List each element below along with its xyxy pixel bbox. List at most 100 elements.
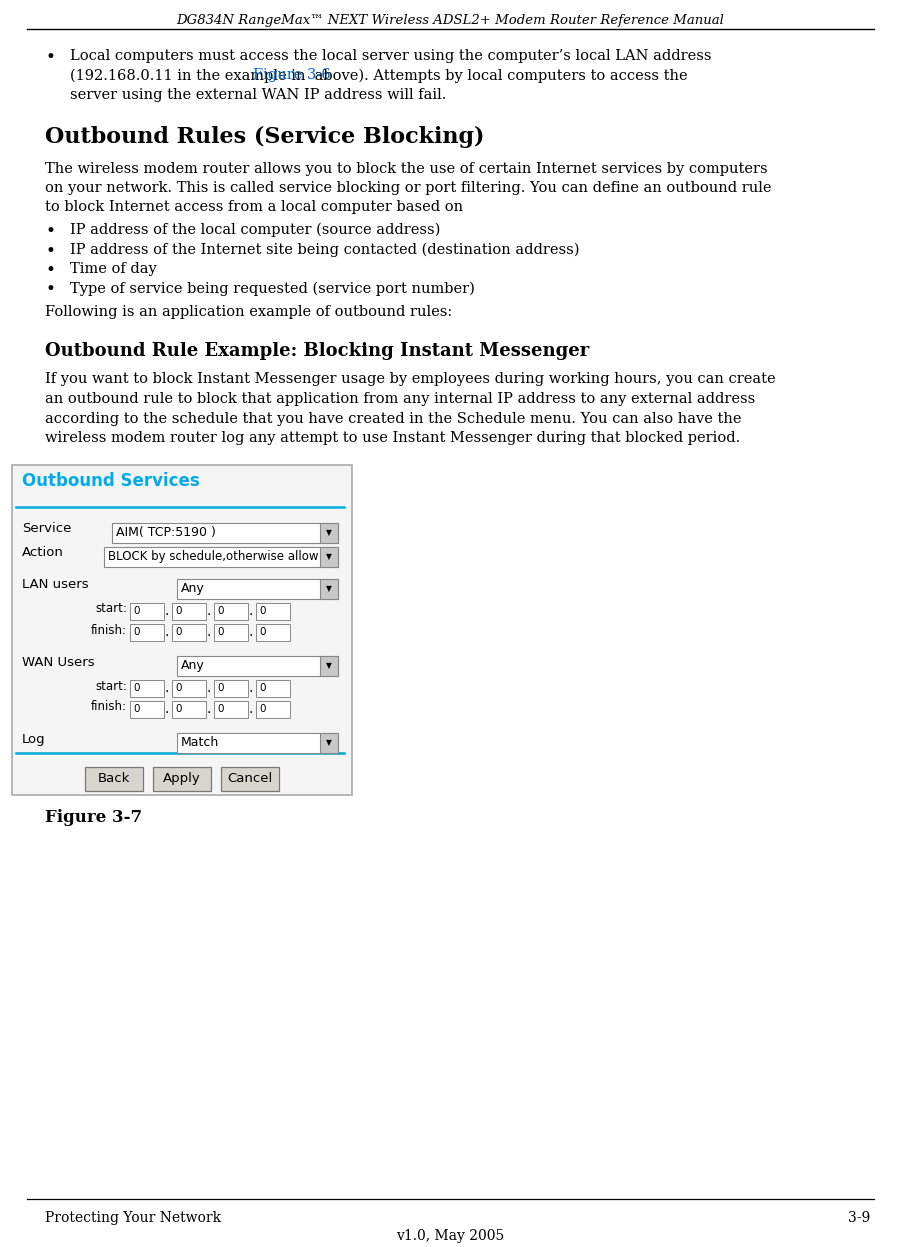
- Text: Outbound Rules (Service Blocking): Outbound Rules (Service Blocking): [45, 126, 485, 147]
- Bar: [214, 680, 248, 697]
- Text: Figure 3-7: Figure 3-7: [45, 808, 142, 826]
- Text: 0: 0: [133, 683, 140, 693]
- Text: .: .: [165, 702, 169, 716]
- Bar: [172, 680, 206, 697]
- Text: finish:: finish:: [91, 624, 127, 636]
- Text: .: .: [207, 625, 212, 638]
- Text: Outbound Rule Example: Blocking Instant Messenger: Outbound Rule Example: Blocking Instant …: [45, 343, 589, 360]
- Text: .: .: [249, 625, 253, 638]
- Bar: [320, 546, 338, 566]
- Text: Log: Log: [22, 732, 46, 746]
- Text: If you want to block Instant Messenger usage by employees during working hours, : If you want to block Instant Messenger u…: [45, 373, 776, 387]
- Text: .: .: [207, 681, 212, 695]
- Bar: [153, 767, 211, 791]
- Text: to block Internet access from a local computer based on: to block Internet access from a local co…: [45, 201, 463, 214]
- Text: •: •: [45, 282, 55, 298]
- Bar: [177, 656, 338, 676]
- Bar: [320, 522, 338, 542]
- Text: wireless modem router log any attempt to use Instant Messenger during that block: wireless modem router log any attempt to…: [45, 431, 741, 445]
- Text: IP address of the local computer (source address): IP address of the local computer (source…: [70, 223, 441, 237]
- Text: Figure 3-6: Figure 3-6: [253, 69, 331, 82]
- Text: AIM( TCP:5190 ): AIM( TCP:5190 ): [116, 526, 216, 539]
- Text: .: .: [207, 702, 212, 716]
- Text: Match: Match: [181, 736, 219, 749]
- Bar: [221, 767, 279, 791]
- Bar: [130, 624, 164, 641]
- Bar: [130, 680, 164, 697]
- Bar: [177, 732, 338, 752]
- Text: WAN Users: WAN Users: [22, 656, 95, 668]
- Text: start:: start:: [96, 680, 127, 692]
- Text: Time of day: Time of day: [70, 262, 157, 276]
- Text: ▼: ▼: [326, 584, 332, 594]
- Text: Apply: Apply: [163, 772, 201, 786]
- Text: (192.168.0.11 in the example in: (192.168.0.11 in the example in: [70, 69, 310, 82]
- Bar: [172, 701, 206, 717]
- Text: IP address of the Internet site being contacted (destination address): IP address of the Internet site being co…: [70, 242, 579, 257]
- Text: .: .: [207, 604, 212, 619]
- Text: ▼: ▼: [326, 527, 332, 537]
- Bar: [320, 656, 338, 676]
- Bar: [177, 579, 338, 599]
- Text: Local computers must access the local server using the computer’s local LAN addr: Local computers must access the local se…: [70, 49, 712, 64]
- Text: 0: 0: [175, 705, 181, 715]
- Bar: [320, 579, 338, 599]
- Bar: [12, 464, 352, 794]
- Text: Outbound Services: Outbound Services: [22, 473, 200, 490]
- Bar: [320, 732, 338, 752]
- Bar: [130, 701, 164, 717]
- Bar: [172, 624, 206, 641]
- Text: Any: Any: [181, 658, 205, 672]
- Bar: [214, 701, 248, 717]
- Text: above). Attempts by local computers to access the: above). Attempts by local computers to a…: [310, 69, 687, 82]
- Text: 0: 0: [259, 606, 266, 616]
- Text: .: .: [249, 604, 253, 619]
- Text: 0: 0: [175, 683, 181, 693]
- Text: .: .: [249, 681, 253, 695]
- Text: •: •: [45, 262, 55, 279]
- Text: .: .: [249, 702, 253, 716]
- Text: 0: 0: [259, 627, 266, 637]
- Text: 0: 0: [259, 705, 266, 715]
- Text: Following is an application example of outbound rules:: Following is an application example of o…: [45, 306, 452, 319]
- Text: LAN users: LAN users: [22, 579, 88, 591]
- Text: according to the schedule that you have created in the Schedule menu. You can al: according to the schedule that you have …: [45, 412, 742, 425]
- Text: ▼: ▼: [326, 552, 332, 561]
- Text: 0: 0: [175, 627, 181, 637]
- Text: 0: 0: [175, 606, 181, 616]
- Text: •: •: [45, 242, 55, 259]
- Text: 0: 0: [217, 683, 223, 693]
- Text: BLOCK by schedule,otherwise allow: BLOCK by schedule,otherwise allow: [108, 550, 318, 562]
- Text: 0: 0: [133, 627, 140, 637]
- Text: 0: 0: [217, 606, 223, 616]
- Text: .: .: [165, 625, 169, 638]
- Bar: [256, 624, 290, 641]
- Text: ▼: ▼: [326, 661, 332, 670]
- Text: Service: Service: [22, 522, 71, 535]
- Text: .: .: [165, 604, 169, 619]
- Bar: [256, 701, 290, 717]
- Text: Cancel: Cancel: [227, 772, 273, 786]
- Text: an outbound rule to block that application from any internal IP address to any e: an outbound rule to block that applicati…: [45, 392, 755, 407]
- Text: Back: Back: [98, 772, 130, 786]
- Text: 0: 0: [133, 606, 140, 616]
- Text: Action: Action: [22, 546, 64, 560]
- Text: server using the external WAN IP address will fail.: server using the external WAN IP address…: [70, 89, 446, 102]
- Bar: [104, 546, 338, 566]
- Text: Type of service being requested (service port number): Type of service being requested (service…: [70, 282, 475, 296]
- Text: v1.0, May 2005: v1.0, May 2005: [396, 1230, 505, 1243]
- Bar: [85, 767, 143, 791]
- Text: 0: 0: [259, 683, 266, 693]
- Text: DG834N RangeMax™ NEXT Wireless ADSL2+ Modem Router Reference Manual: DG834N RangeMax™ NEXT Wireless ADSL2+ Mo…: [176, 14, 724, 27]
- Text: •: •: [45, 49, 55, 66]
- Bar: [256, 602, 290, 620]
- Text: on your network. This is called service blocking or port filtering. You can defi: on your network. This is called service …: [45, 181, 771, 195]
- Text: Any: Any: [181, 582, 205, 595]
- Bar: [130, 602, 164, 620]
- Text: 3-9: 3-9: [848, 1211, 870, 1225]
- Bar: [172, 602, 206, 620]
- Bar: [112, 522, 338, 542]
- Text: 0: 0: [217, 705, 223, 715]
- Text: 0: 0: [217, 627, 223, 637]
- Text: •: •: [45, 223, 55, 239]
